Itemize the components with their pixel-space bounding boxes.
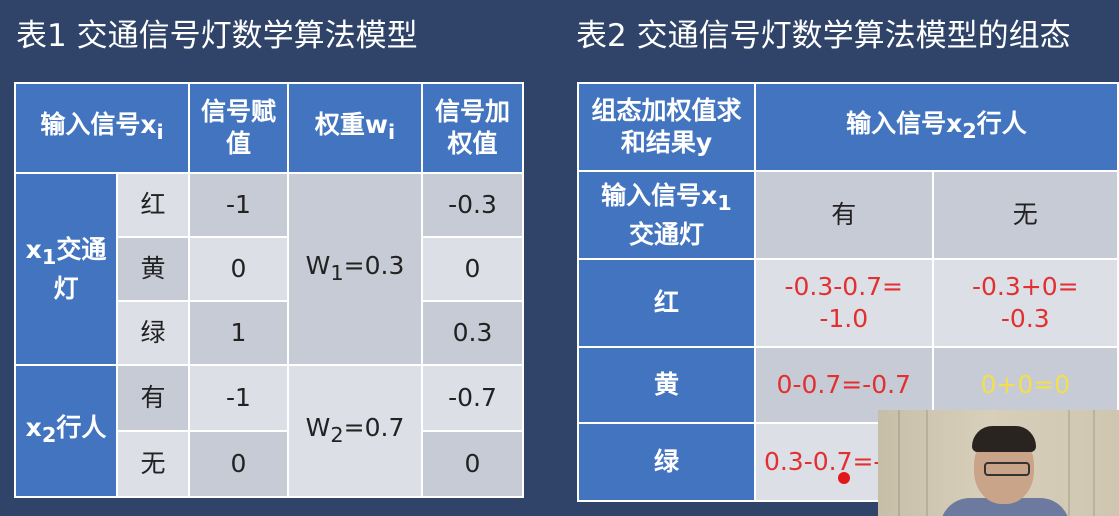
group-traffic-light: x1交通灯	[14, 172, 118, 366]
result-cell: -0.3+0= -0.3	[931, 258, 1119, 348]
weighted-cell: -0.3	[421, 172, 524, 238]
pointer-dot-icon	[838, 472, 850, 484]
header-weighted-value: 信号加权值	[421, 82, 524, 174]
traffic-light-header: 输入信号x1 交通灯	[577, 170, 756, 260]
table2-title: 表2 交通信号灯数学算法模型的组态	[576, 18, 1071, 54]
result-cell: -0.3-0.7= -1.0	[753, 258, 934, 348]
value-cell: -1	[188, 364, 289, 432]
table1-title: 表1 交通信号灯数学算法模型	[16, 18, 418, 54]
col-absent: 无	[931, 170, 1119, 260]
presenter-video	[878, 410, 1119, 516]
value-cell: -1	[188, 172, 289, 238]
weight-w2: W2=0.7	[287, 364, 423, 498]
presenter-hair	[972, 426, 1036, 452]
state-absent: 无	[116, 430, 190, 498]
header-input-signal: 输入信号xi	[14, 82, 190, 174]
value-cell: 0	[188, 430, 289, 498]
glasses-icon	[984, 462, 1030, 476]
row-red: 红	[577, 258, 756, 348]
weighted-cell: -0.7	[421, 364, 524, 432]
weighted-cell: 0	[421, 236, 524, 302]
value-cell: 1	[188, 300, 289, 366]
state-yellow: 黄	[116, 236, 190, 302]
weighted-cell: 0.3	[421, 300, 524, 366]
corner-header: 组态加权值求和结果y	[577, 82, 756, 172]
row-yellow: 黄	[577, 346, 756, 424]
state-red: 红	[116, 172, 190, 238]
presenter-shirt	[940, 498, 1070, 516]
state-present: 有	[116, 364, 190, 432]
configuration-table: 组态加权值求和结果y 输入信号x2行人 输入信号x1 交通灯 有 无 红 -0.3…	[577, 82, 1119, 502]
group-pedestrian: x2行人	[14, 364, 118, 498]
header-signal-value: 信号赋值	[188, 82, 289, 174]
value-cell: 0	[188, 236, 289, 302]
pedestrian-header: 输入信号x2行人	[753, 82, 1119, 172]
signal-model-table: 输入信号xi 信号赋值 权重wi 信号加权值 x1交通灯 红 -1 W1=0.3…	[14, 82, 524, 498]
col-present: 有	[753, 170, 934, 260]
weighted-cell: 0	[421, 430, 524, 498]
state-green: 绿	[116, 300, 190, 366]
header-weight: 权重wi	[287, 82, 423, 174]
row-green: 绿	[577, 422, 756, 502]
weight-w1: W1=0.3	[287, 172, 423, 366]
